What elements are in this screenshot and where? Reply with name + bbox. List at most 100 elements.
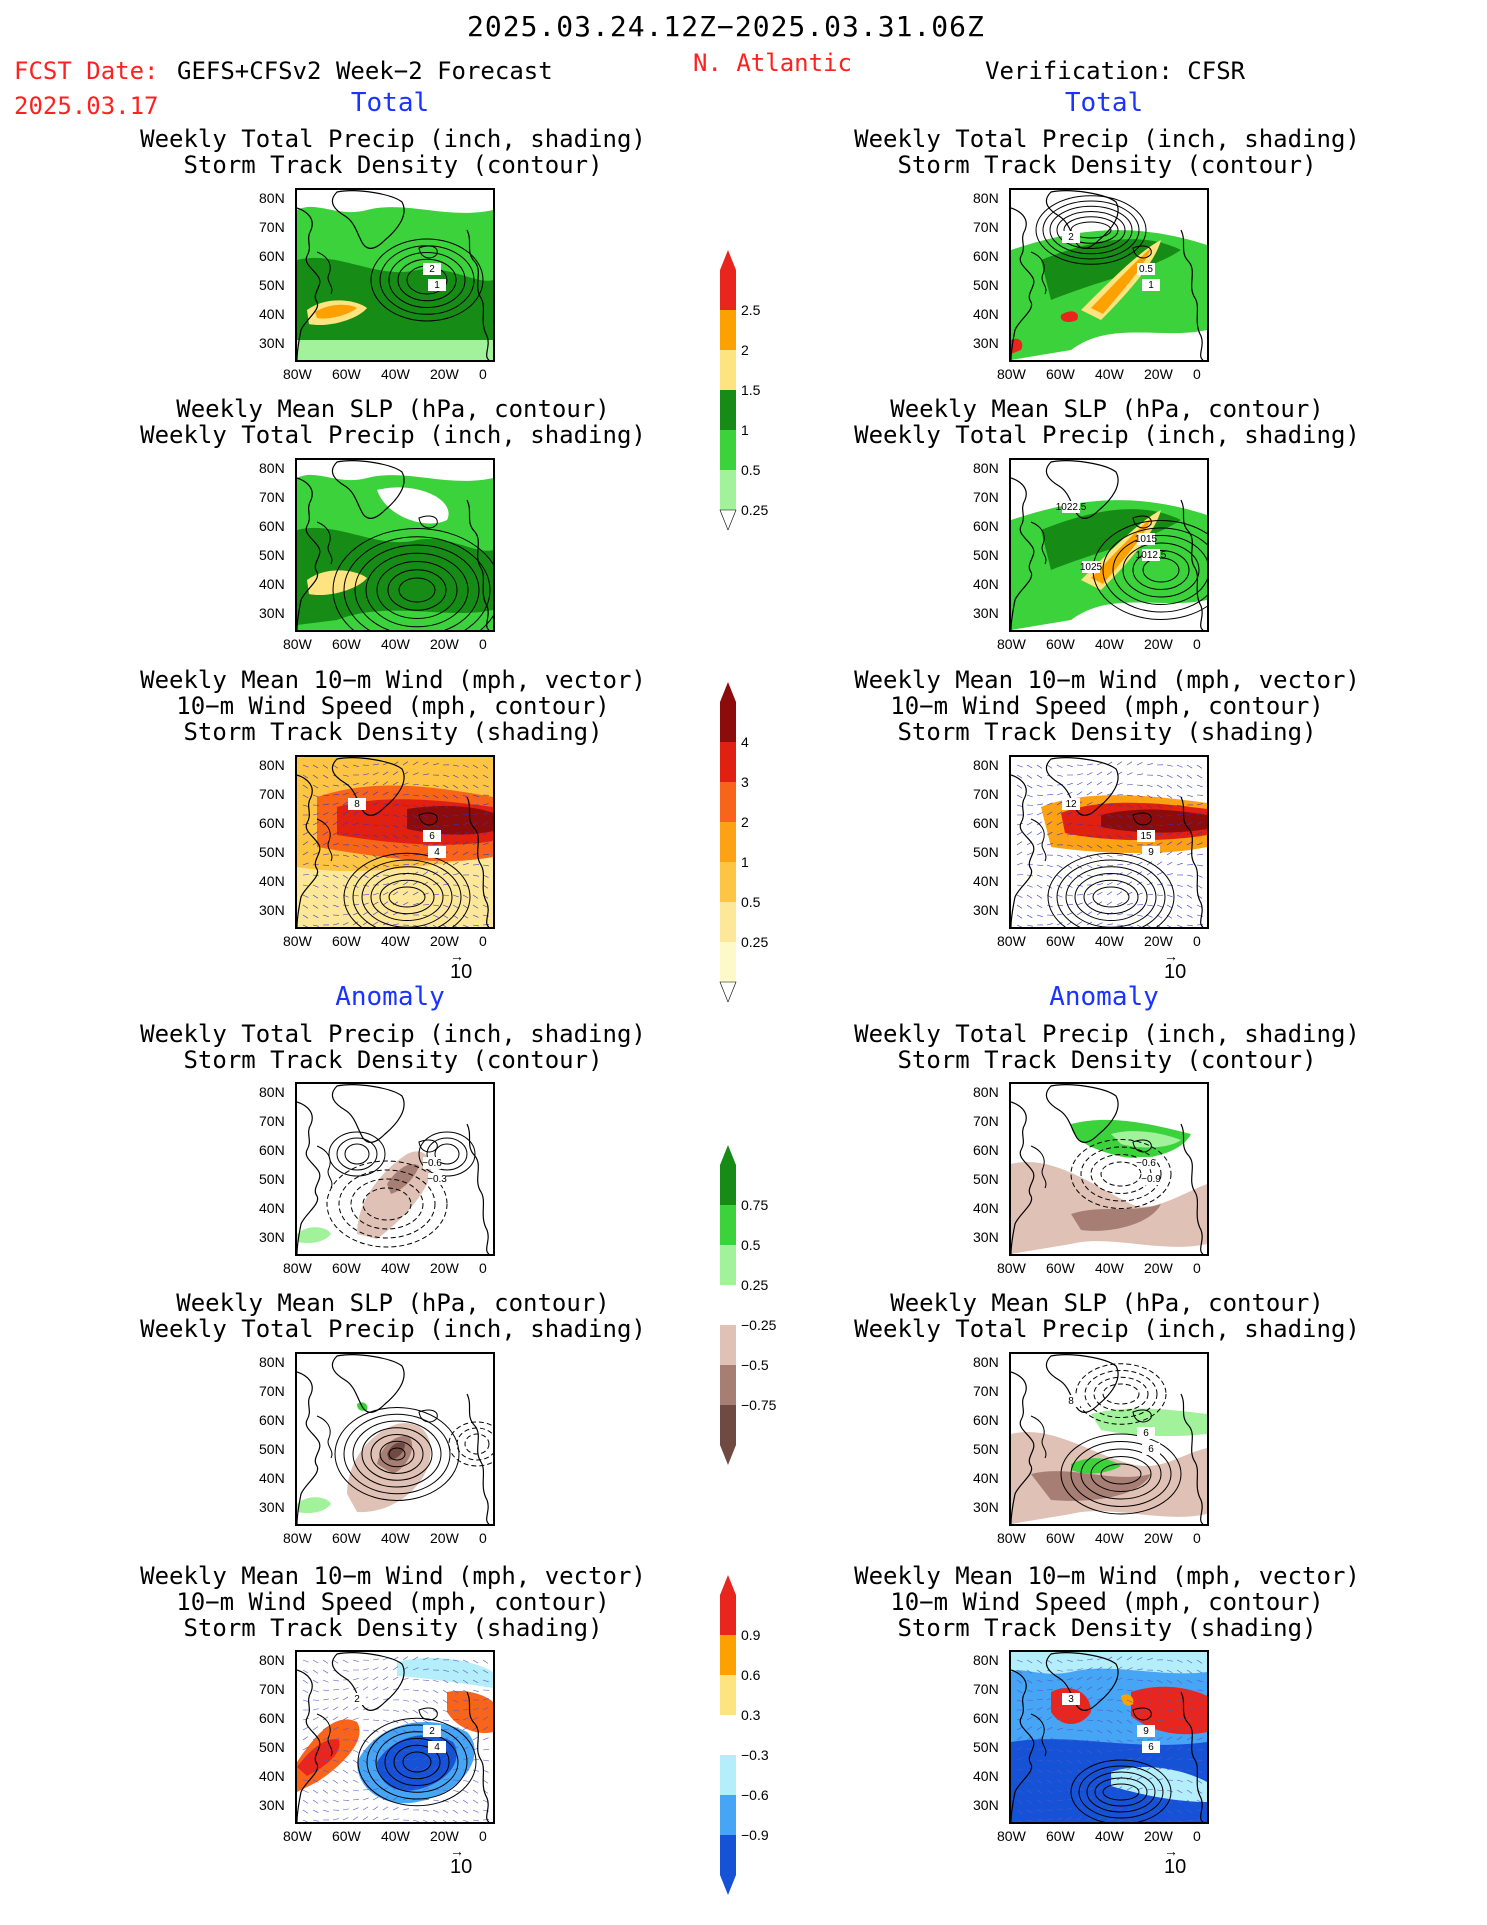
contour-line (1065, 866, 1157, 927)
lat-tick: 30N (259, 335, 285, 351)
map-canvas (297, 460, 493, 630)
wind-vector (392, 844, 399, 849)
wind-vector (382, 1806, 389, 1811)
wind-vector (472, 924, 479, 927)
wind-vector (412, 1819, 419, 1822)
contour-line (1078, 1765, 1164, 1819)
wind-vector (1126, 1729, 1133, 1733)
wind-vector (1156, 861, 1163, 866)
wind-vector (1156, 1669, 1163, 1672)
wind-vector (1146, 1738, 1153, 1741)
wind-vector (1136, 1756, 1143, 1761)
wind-vector (322, 774, 329, 779)
wind-vector (1196, 764, 1203, 769)
wind-vector (1076, 1718, 1083, 1721)
wind-vector (1026, 1799, 1033, 1804)
lat-tick: 60N (259, 815, 285, 831)
contour-line (1102, 1383, 1140, 1405)
contour-label-bg (423, 263, 441, 275)
wind-vector (1126, 871, 1133, 876)
wind-vector (302, 784, 309, 789)
lon-tick: 60W (332, 366, 361, 382)
wind-vector (1116, 863, 1123, 866)
wind-vector (302, 884, 309, 887)
wind-vector (1106, 1739, 1113, 1744)
wind-vector (1176, 784, 1183, 789)
wind-vector (1026, 813, 1033, 816)
shade-area (1101, 809, 1207, 833)
iceland-coast (1132, 1139, 1152, 1153)
wind-vector (312, 874, 319, 877)
wind-vector (382, 771, 389, 776)
wind-vector (1086, 1739, 1093, 1744)
wind-vector (302, 1779, 309, 1782)
lat-tick: 60N (973, 248, 999, 264)
wind-vector (422, 824, 429, 829)
wind-vector (312, 1679, 319, 1684)
lon-tick: 80W (283, 636, 312, 652)
wind-vector (312, 1689, 319, 1693)
panel-title-line: Weekly Total Precip (inch, shading) (854, 125, 1360, 153)
map-canvas: 9 6 3 (1011, 1652, 1207, 1822)
lat-tick: 80N (973, 1084, 999, 1100)
contour-line (1112, 535, 1207, 605)
panel-title-fc_slp: Weekly Mean SLP (hPa, contour) Weekly Tot… (93, 396, 693, 448)
wind-vector (442, 1719, 449, 1721)
wind-vector (312, 894, 319, 899)
wind-vector (1096, 891, 1103, 896)
wind-vector (322, 794, 329, 797)
wind-vector (452, 774, 459, 778)
wind-vector (422, 1689, 429, 1693)
wind-vector (1136, 924, 1142, 927)
wind-vector (1106, 1729, 1113, 1734)
wind-vector (1126, 834, 1133, 838)
wind-vector (482, 1679, 489, 1683)
wind-vector (312, 794, 319, 798)
wind-vector (1146, 1679, 1153, 1683)
contour-line (361, 1427, 433, 1481)
wind-vector (422, 804, 429, 809)
wind-vector (372, 1796, 379, 1801)
wind-vector (302, 823, 309, 826)
wind-vector (1166, 873, 1173, 876)
wind-vector (392, 1709, 399, 1712)
wind-vector (442, 1809, 449, 1814)
wind-vector (1026, 764, 1033, 769)
wind-vector (1166, 1669, 1173, 1673)
contour-label: 6 (1148, 1444, 1154, 1455)
wind-vector (342, 1808, 349, 1811)
wind-vector (432, 1689, 439, 1694)
wind-vector (1036, 784, 1043, 788)
wind-vector (442, 784, 449, 789)
panel-title-line: Weekly Mean 10−m Wind (mph, vector) (140, 1562, 646, 1590)
wind-vector (442, 1669, 449, 1672)
wind-vector (1026, 794, 1033, 798)
wind-vector (1096, 1786, 1103, 1791)
wind-vector (302, 1718, 309, 1721)
shade-area (1011, 1739, 1207, 1822)
wind-vector (402, 1808, 409, 1811)
wind-vector (1056, 1769, 1063, 1774)
wind-vector (1056, 1716, 1063, 1721)
wind-vector (412, 834, 419, 838)
wind-vector (1046, 923, 1053, 926)
map-fc_wind: 6 4 8 (295, 755, 495, 929)
wind-vector (372, 1697, 379, 1701)
wind-vector (1156, 924, 1161, 927)
greenland-coast (1045, 1084, 1119, 1143)
wind-vector (1126, 1678, 1133, 1681)
wind-vector (1146, 824, 1153, 828)
wind-vector (332, 1769, 339, 1774)
wind-vector (452, 904, 459, 909)
wind-vector (1066, 791, 1073, 796)
wind-vector (1126, 1757, 1133, 1761)
wind-vector (1136, 824, 1143, 829)
wind-vector (1176, 884, 1183, 887)
lon-tick: 80W (283, 933, 312, 949)
lon-tick: 0 (479, 933, 487, 949)
iceland-coast (1132, 515, 1152, 529)
wind-vector (372, 1686, 379, 1691)
wind-vector (1136, 804, 1143, 809)
wind-vector (1036, 1759, 1044, 1761)
wind-vector (432, 924, 437, 927)
